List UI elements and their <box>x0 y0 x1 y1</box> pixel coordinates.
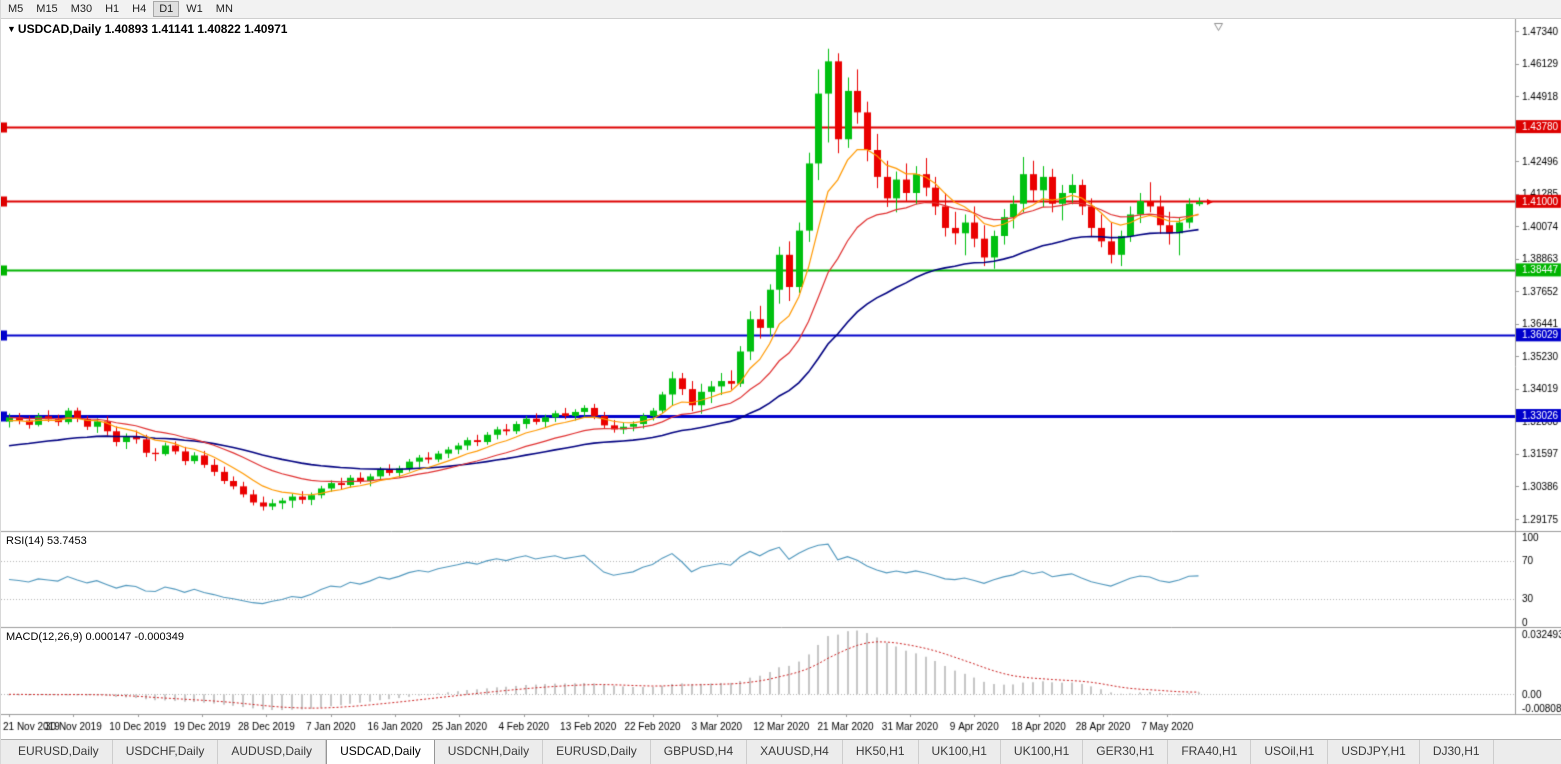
chart-tab-uk100-h1[interactable]: UK100,H1 <box>919 740 1001 764</box>
chart-tab-dj30-h1[interactable]: DJ30,H1 <box>1420 740 1494 764</box>
timeframe-toolbar: M5 M15 M30 H1 H4 D1 W1 MN <box>1 0 1561 19</box>
chart-tab-usdchf-daily[interactable]: USDCHF,Daily <box>113 740 219 764</box>
timeframe-button-m15[interactable]: M15 <box>30 1 63 17</box>
chart-tab-eurusd-daily[interactable]: EURUSD,Daily <box>543 740 651 764</box>
timeframe-button-mn[interactable]: MN <box>210 1 239 17</box>
chart-tab-ger30-h1[interactable]: GER30,H1 <box>1083 740 1169 764</box>
chart-tab-uk100-h1[interactable]: UK100,H1 <box>1001 740 1084 764</box>
timeframe-button-m30[interactable]: M30 <box>65 1 98 17</box>
timeframe-button-d1[interactable]: D1 <box>153 1 180 17</box>
chart-tab-usoil-h1[interactable]: USOil,H1 <box>1251 740 1329 764</box>
chart-tab-hk50-h1[interactable]: HK50,H1 <box>843 740 919 764</box>
timeframe-button-w1[interactable]: W1 <box>180 1 209 17</box>
chart-tab-gbpusd-h4[interactable]: GBPUSD,H4 <box>651 740 748 764</box>
timeframe-button-m5[interactable]: M5 <box>2 1 29 17</box>
chart-tab-fra40-h1[interactable]: FRA40,H1 <box>1168 740 1252 764</box>
chart-tab-usdjpy-h1[interactable]: USDJPY,H1 <box>1328 740 1420 764</box>
timeframe-button-h4[interactable]: H4 <box>126 1 152 17</box>
chart-area: ▼ USDCAD,Daily 1.40893 1.41141 1.40822 1.… <box>1 19 1561 739</box>
chart-tab-xauusd-h4[interactable]: XAUUSD,H4 <box>747 740 843 764</box>
chart-tabs-bar: EURUSD,Daily USDCHF,Daily AUDUSD,Daily USDC… <box>1 739 1561 764</box>
chart-tab-usdcad-daily[interactable]: USDCAD,Daily <box>326 740 435 764</box>
timeframe-button-h1[interactable]: H1 <box>99 1 125 17</box>
chart-tab-audusd-daily[interactable]: AUDUSD,Daily <box>218 740 327 764</box>
chart-tab-eurusd-daily[interactable]: EURUSD,Daily <box>5 740 113 764</box>
price-chart-canvas[interactable] <box>1 19 1561 739</box>
chart-tab-usdcnh-daily[interactable]: USDCNH,Daily <box>435 740 544 764</box>
